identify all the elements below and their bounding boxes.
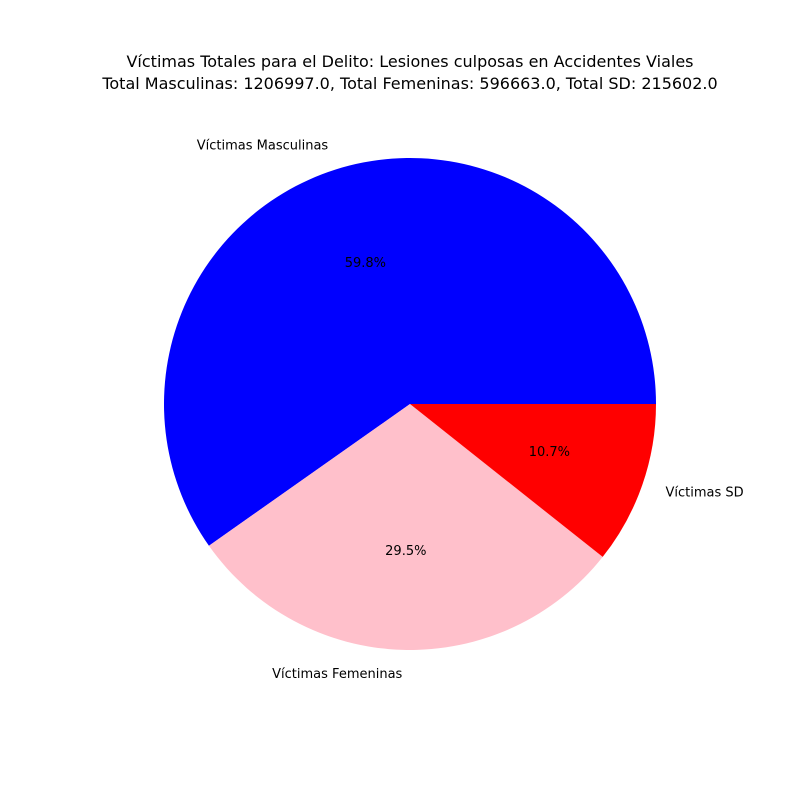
chart-title: Víctimas Totales para el Delito: Lesione… xyxy=(126,52,693,71)
pie-slice-victimas-sd xyxy=(410,404,656,557)
chart-subtitle: Total Masculinas: 1206997.0, Total Femen… xyxy=(101,74,717,93)
slice-label-victimas-sd: Víctimas SD xyxy=(666,486,744,501)
slice-percent-victimas-masculinas: 59.8% xyxy=(345,256,386,271)
pie-slices xyxy=(163,157,656,651)
slice-label-victimas-femeninas: Víctimas Femeninas xyxy=(272,667,402,682)
pie-slice-victimas-femeninas xyxy=(208,404,603,651)
pie-labels: Víctimas Masculinas 59.8% Víctimas Femenin… xyxy=(197,139,744,682)
slice-percent-victimas-femeninas: 29.5% xyxy=(385,544,426,559)
slice-label-victimas-masculinas: Víctimas Masculinas xyxy=(197,139,329,154)
pie-slice-victimas-masculinas xyxy=(163,157,656,546)
slice-percent-victimas-sd: 10.7% xyxy=(529,445,570,460)
